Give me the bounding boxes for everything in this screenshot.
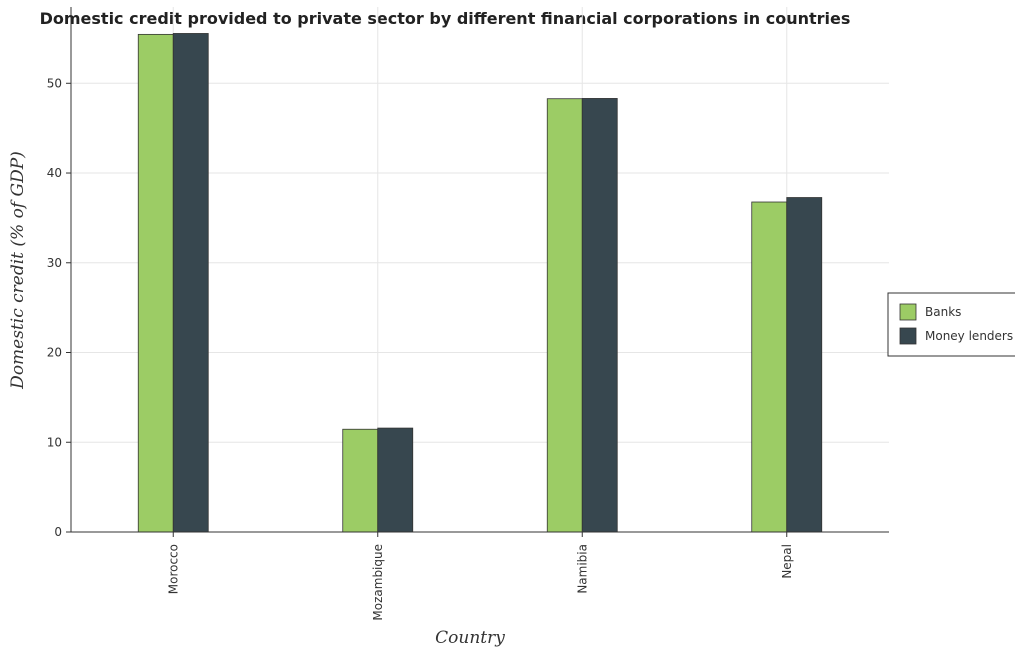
legend-label-money-lenders: Money lenders bbox=[925, 329, 1013, 343]
chart-title: Domestic credit provided to private sect… bbox=[40, 9, 851, 28]
y-tick-label: 0 bbox=[54, 525, 62, 539]
x-axis-label: Country bbox=[435, 628, 505, 648]
y-tick-label: 30 bbox=[47, 256, 62, 270]
y-axis-label: Domestic credit (% of GDP) bbox=[8, 151, 28, 390]
y-tick-labels: 0 10 20 30 40 50 bbox=[47, 76, 71, 539]
bar-money-lenders-mozambique bbox=[377, 427, 414, 533]
x-tick-label: Namibia bbox=[575, 544, 589, 594]
bar-banks-morocco bbox=[137, 33, 174, 533]
legend: Banks Money lenders bbox=[887, 292, 1015, 357]
y-tick-label: 40 bbox=[47, 166, 62, 180]
y-tick-label: 20 bbox=[47, 346, 62, 360]
x-tick-label: Mozambique bbox=[371, 544, 385, 621]
bar-banks-mozambique bbox=[342, 428, 379, 533]
bar-money-lenders-morocco bbox=[172, 33, 209, 533]
bar-banks-namibia bbox=[546, 98, 583, 533]
legend-swatch-money-lenders bbox=[899, 327, 917, 345]
bar-banks-nepal bbox=[751, 201, 788, 533]
y-tick-label: 10 bbox=[47, 435, 62, 449]
x-tick-labels: Morocco Mozambique Namibia Nepal bbox=[166, 532, 794, 621]
bars bbox=[137, 33, 823, 533]
bar-money-lenders-namibia bbox=[581, 98, 618, 533]
legend-swatch-banks bbox=[899, 303, 917, 321]
x-tick-label: Morocco bbox=[166, 544, 180, 594]
legend-label-banks: Banks bbox=[925, 305, 961, 319]
bar-money-lenders-nepal bbox=[786, 197, 823, 533]
legend-box bbox=[887, 292, 1015, 357]
y-tick-label: 50 bbox=[47, 76, 62, 90]
x-tick-label: Nepal bbox=[780, 544, 794, 579]
axes bbox=[70, 7, 889, 533]
